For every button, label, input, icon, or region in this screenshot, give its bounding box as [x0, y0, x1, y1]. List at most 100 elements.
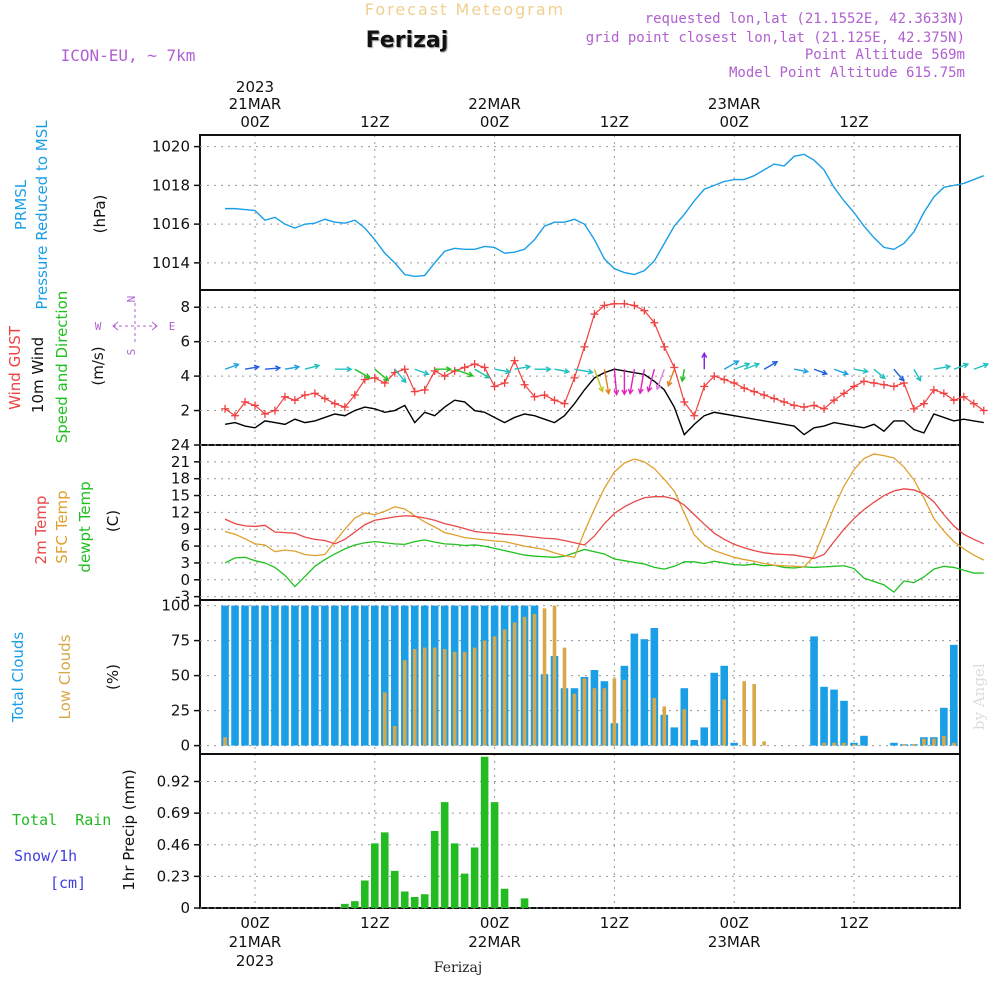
time-tick-hour: 00Z [720, 914, 749, 932]
snow-label: Snow/1h [14, 847, 77, 865]
cm-label: [cm] [50, 874, 86, 892]
wind-arrow-head [524, 364, 532, 371]
y-tick-label: 8 [180, 298, 190, 316]
low-cloud-bar [922, 738, 926, 746]
wind-arrow-head [744, 362, 751, 368]
gust-line [224, 303, 985, 418]
wind-panel: 2 4 6 8 [180, 289, 990, 446]
wind-arrow [681, 369, 685, 382]
rain-bar [520, 898, 529, 908]
wind-arrow-head [563, 368, 571, 375]
wind-arrow [554, 368, 569, 373]
wind-arrow-head [383, 375, 390, 382]
y-tick-label: 6 [180, 537, 190, 555]
low-cloud-bar [602, 688, 607, 746]
wind-arrow-head [293, 364, 301, 371]
low-cloud-bar [552, 605, 557, 746]
total-cloud-bar [730, 742, 738, 746]
wind-arrow [613, 369, 618, 395]
wind-arrow [953, 363, 969, 370]
time-tick-hour: 00Z [480, 914, 509, 932]
wind-arrow-head [862, 367, 870, 374]
wind-arrow-head [423, 369, 430, 376]
low-cloud-bar [842, 742, 846, 746]
rain-bar [440, 802, 449, 908]
total-cloud-bar [231, 605, 239, 746]
total-cloud-bar [281, 605, 289, 746]
wind10-label: 10m Wind [29, 337, 47, 413]
time-tick-date: 22MAR [468, 95, 521, 113]
total-cloud-bar [271, 605, 279, 746]
low-cloud-bar [462, 651, 467, 746]
y-tick-label: 100 [161, 597, 190, 615]
rain-bar [460, 873, 469, 908]
total-clouds-label: Total Clouds [9, 632, 27, 724]
wind-arrow-head [637, 388, 644, 395]
wind-arrow-head [598, 386, 604, 393]
prmsl-unit: (hPa) [91, 195, 109, 234]
y-tick-label: 0 [180, 899, 190, 917]
wind-arrow-head [962, 362, 970, 369]
y-tick-label: 24 [171, 436, 190, 454]
precipitation-panel: 0 0.23 0.46 0.69 0.92 [157, 753, 961, 917]
low-cloud-bar [422, 647, 427, 746]
time-tick-year: 2023 [236, 78, 274, 96]
total-cloud-bar [261, 605, 269, 746]
wind-arrow-head [467, 371, 474, 378]
wind-arrow [873, 368, 886, 379]
total-cloud-bar [940, 707, 948, 746]
low-cloud-bar [432, 647, 437, 746]
total-cloud-bar [361, 605, 369, 746]
wind-arrow-head [364, 373, 371, 379]
wind-arrow-head [772, 361, 779, 367]
y-tick-label: 21 [171, 453, 190, 471]
wind-arrow-head [982, 362, 990, 369]
total-cloud-bar [371, 605, 379, 746]
rain-bar [361, 880, 369, 908]
sfc-temp-line [224, 453, 985, 568]
total-cloud-bar [820, 686, 828, 746]
y-tick-label: 0.46 [157, 836, 190, 854]
y-tick-label: 0 [180, 737, 190, 755]
wind-arrow-head [627, 388, 634, 395]
gust-label: Wind GUST [6, 325, 24, 410]
low-cloud-bar [402, 660, 407, 746]
total-cloud-bar [390, 605, 399, 746]
pressure-line [225, 153, 985, 278]
wind-arrow [763, 361, 778, 370]
point-altitude: Point Altitude 569m [805, 47, 965, 63]
total-cloud-bar [351, 605, 359, 746]
wind-arrow [394, 368, 407, 383]
total-cloud-bar [860, 735, 868, 746]
wind-arrow-head [879, 373, 886, 380]
y-tick-label: 1014 [152, 254, 190, 272]
wind-arrow [494, 368, 511, 373]
time-tick-date: 21MAR [229, 933, 282, 951]
precip-frame [199, 753, 961, 909]
wind-arrow-head [587, 368, 595, 375]
low-cloud-bar [822, 742, 826, 746]
wind-arrow [474, 368, 490, 379]
wind-arrow [793, 368, 808, 373]
footer-station: Ferizaj [434, 960, 482, 976]
y-tick-label: 3 [180, 554, 190, 572]
time-tick-hour: 12Z [600, 113, 629, 131]
wind-arrow-head [313, 363, 321, 370]
compass-icon: N S W E [95, 296, 176, 356]
y-tick-label: -3 [175, 588, 190, 606]
rain-bar [430, 831, 439, 908]
time-tick-hour: 00Z [240, 914, 269, 932]
wind-arrow-head [484, 373, 491, 379]
y-tick-label: 1018 [152, 176, 190, 194]
temp-labels: 2m Temp SFC Temp dewpt Temp (C) [32, 481, 122, 572]
low-cloud-bar [722, 699, 727, 746]
rain-bar [380, 832, 389, 908]
wind-arrow-head [605, 388, 611, 395]
time-tick-hour: 12Z [360, 113, 389, 131]
precip-unit: 1hr Precip (mm) [120, 769, 138, 890]
low-cloud-bar [223, 737, 227, 746]
time-tick-date: 21MAR [229, 95, 282, 113]
total-cloud-bar [380, 605, 389, 746]
